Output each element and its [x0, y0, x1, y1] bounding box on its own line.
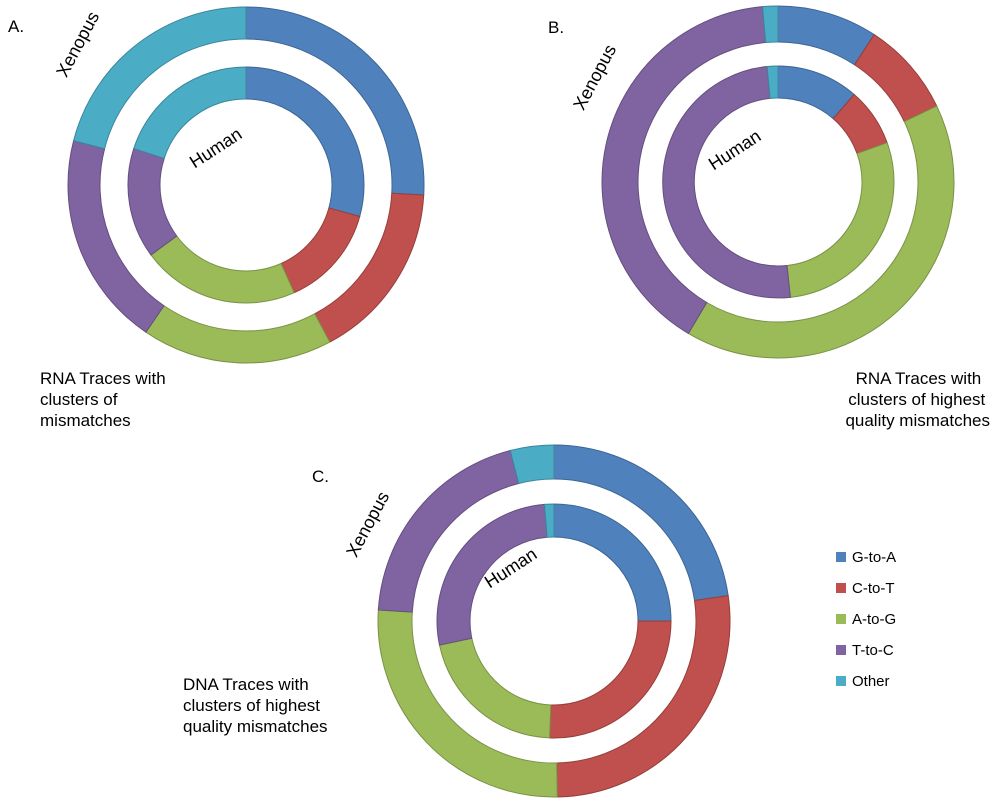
panel-c-rings	[377, 444, 731, 798]
panel-b-inner-ring-label: Human	[705, 126, 765, 174]
panel-a-xenopus-a-to-g-slice	[145, 305, 331, 364]
panel-a-letter: A.	[8, 17, 24, 36]
legend-swatch-a-to-g	[836, 614, 846, 624]
panel-b-caption-line-2: clusters of highest	[848, 390, 985, 409]
panel-b-human-t-to-c-slice	[662, 65, 791, 299]
panel-a-human-a-to-g-slice	[150, 235, 295, 304]
panel-b-outer-ring-label: Xenopus	[569, 41, 620, 113]
panel-b-xenopus-t-to-c-slice	[601, 6, 767, 335]
panel-c: C. Xenopus Human DNA Traces with cluster…	[183, 444, 731, 798]
panel-c-human-a-to-g-slice	[438, 637, 552, 739]
legend-label-c-to-t: C-to-T	[852, 580, 895, 597]
panel-c-caption-line-3: quality mismatches	[183, 717, 328, 736]
panel-b-xenopus-other-slice	[761, 5, 779, 44]
legend-label-other: Other	[852, 673, 890, 690]
panel-b-caption: RNA Traces with clusters of highest qual…	[845, 369, 990, 430]
legend-swatch-c-to-t	[836, 583, 846, 593]
panel-a-human-t-to-c-slice	[127, 147, 178, 256]
panel-c-letter: C.	[312, 467, 329, 486]
panel-b-rings	[601, 5, 955, 359]
panel-c-human-other-slice	[543, 503, 555, 538]
panel-a-xenopus-other-slice	[72, 6, 247, 150]
legend-swatch-other	[836, 676, 846, 686]
panel-c-outer-ring-label: Xenopus	[342, 488, 393, 560]
legend-label-t-to-c: T-to-C	[852, 642, 894, 659]
panel-a-rings	[67, 6, 425, 364]
legend-label-a-to-g: A-to-G	[852, 611, 896, 628]
legend-label-g-to-a: G-to-A	[852, 549, 896, 566]
legend-swatch-g-to-a	[836, 552, 846, 562]
panel-c-xenopus-other-slice	[509, 444, 555, 485]
panel-a-human-g-to-a-slice	[245, 66, 365, 218]
panel-b: B. Xenopus Human RNA Traces with cluster…	[548, 5, 990, 430]
legend-swatch-t-to-c	[836, 645, 846, 655]
chart-legend: G-to-A C-to-T A-to-G T-to-C Other	[836, 549, 896, 690]
panel-a-outer-ring-label: Xenopus	[52, 8, 103, 80]
panel-c-caption-line-2: clusters of highest	[183, 696, 320, 715]
panel-b-letter: B.	[548, 18, 564, 37]
panel-a-human-c-to-t-slice	[280, 207, 361, 294]
panel-b-caption-line-1: RNA Traces with	[856, 369, 982, 388]
panel-a-inner-ring-label: Human	[186, 124, 246, 172]
panel-a-human-other-slice	[133, 66, 247, 160]
panel-a: A. Xenopus Human RNA Traces with cluster…	[8, 6, 425, 430]
panel-c-human-g-to-a-slice	[553, 503, 672, 622]
panel-c-caption: DNA Traces with clusters of highest qual…	[183, 675, 328, 736]
panel-a-caption: RNA Traces with clusters of mismatches	[40, 369, 170, 430]
panel-c-caption-line-1: DNA Traces with	[183, 675, 309, 694]
panel-b-human-a-to-g-slice	[786, 142, 895, 298]
panel-a-caption-line-2: clusters of	[40, 390, 118, 409]
panel-b-human-other-slice	[766, 65, 779, 99]
panel-c-human-c-to-t-slice	[549, 620, 672, 739]
panel-a-caption-line-1: RNA Traces with	[40, 369, 166, 388]
panel-a-caption-line-3: mismatches	[40, 411, 131, 430]
panel-b-caption-line-3: quality mismatches	[845, 411, 990, 430]
